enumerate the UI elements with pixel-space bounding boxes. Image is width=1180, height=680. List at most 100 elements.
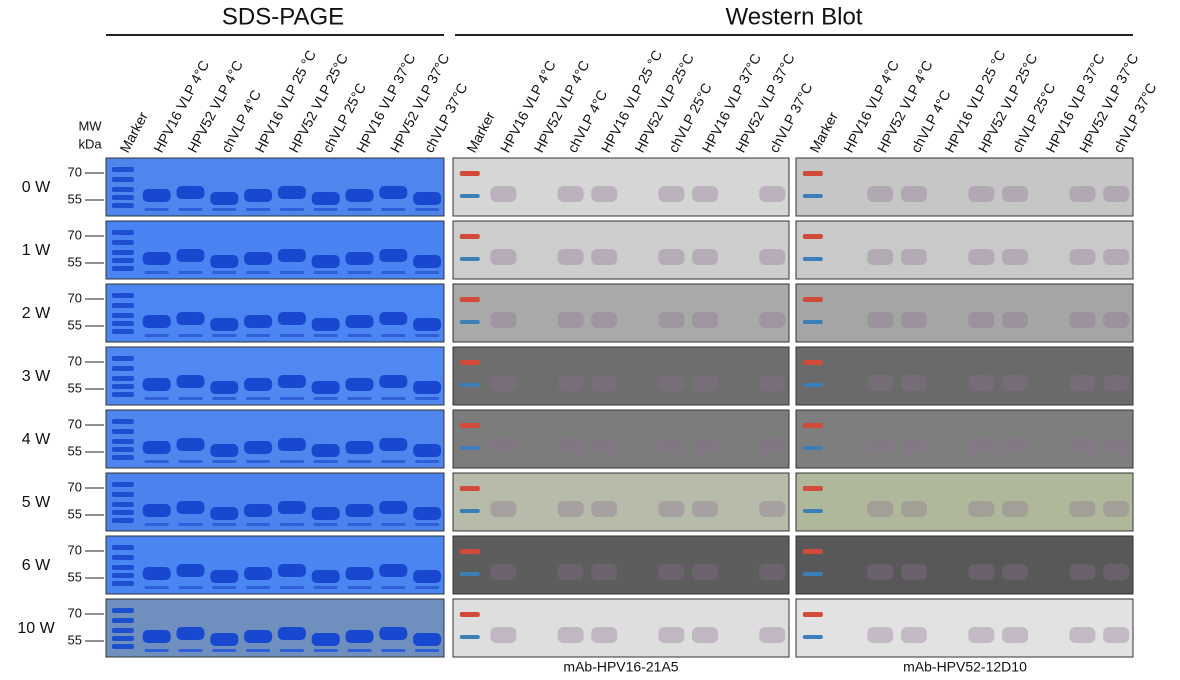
minor-band	[415, 586, 439, 589]
protein-band	[143, 189, 171, 202]
minor-band	[348, 334, 372, 337]
blot-band	[692, 186, 718, 202]
minor-band	[348, 208, 372, 211]
blot-band	[591, 564, 617, 580]
marker-band	[460, 572, 480, 576]
blot-band	[490, 249, 516, 265]
protein-band	[413, 255, 441, 268]
protein-band	[379, 438, 407, 451]
minor-band	[415, 271, 439, 274]
protein-band	[210, 444, 238, 457]
minor-band	[314, 649, 338, 652]
blot-band	[759, 501, 785, 517]
protein-band	[177, 186, 205, 199]
protein-band	[210, 192, 238, 205]
minor-band	[381, 586, 405, 589]
protein-band	[312, 633, 340, 646]
minor-band	[212, 586, 236, 589]
minor-band	[246, 334, 270, 337]
protein-band	[379, 627, 407, 640]
marker-band	[803, 572, 823, 576]
blot-band	[1103, 312, 1129, 328]
marker-band	[460, 171, 480, 176]
blot-band	[558, 501, 584, 517]
protein-band	[177, 627, 205, 640]
protein-band	[143, 252, 171, 265]
protein-band	[244, 378, 272, 391]
blot-band	[867, 501, 893, 517]
blot-band	[867, 186, 893, 202]
minor-band	[415, 208, 439, 211]
marker-band	[112, 565, 134, 570]
protein-band	[312, 318, 340, 331]
blot-band	[490, 312, 516, 328]
mw-marker: 55	[68, 506, 82, 521]
protein-band	[278, 249, 306, 262]
marker-band	[460, 320, 480, 324]
marker-band	[803, 320, 823, 324]
blot-band	[901, 249, 927, 265]
blot-band	[867, 312, 893, 328]
blot-band	[901, 564, 927, 580]
protein-band	[346, 252, 374, 265]
mw-unit: kDa	[78, 136, 102, 151]
mw-marker: 55	[68, 569, 82, 584]
marker-band	[112, 492, 134, 497]
lane-label: Marker	[463, 109, 498, 155]
marker-band	[112, 195, 134, 200]
antibody-caption: mAb-HPV16-21A5	[563, 659, 678, 675]
protein-band	[143, 630, 171, 643]
marker-band	[112, 502, 134, 507]
mw-marker: 70	[68, 416, 82, 431]
blot-band	[591, 312, 617, 328]
marker-band	[112, 329, 134, 334]
blot-band	[968, 249, 994, 265]
figure: SDS-PAGE Western Blot MW kDa mAb-HPV16-2…	[0, 0, 1180, 680]
blot-band	[968, 312, 994, 328]
marker-band	[460, 509, 480, 513]
blot-band	[968, 186, 994, 202]
blot-band	[759, 312, 785, 328]
protein-band	[244, 630, 272, 643]
minor-band	[212, 649, 236, 652]
blot-band	[692, 438, 718, 454]
blot-band	[490, 627, 516, 643]
lane-label: HPV16 VLP 25 °C	[252, 47, 319, 155]
marker-band	[112, 555, 134, 560]
protein-band	[346, 504, 374, 517]
minor-band	[381, 649, 405, 652]
blot-band	[490, 186, 516, 202]
marker-band	[112, 636, 134, 641]
blot-band	[1002, 627, 1028, 643]
protein-band	[177, 501, 205, 514]
marker-band	[112, 482, 134, 487]
marker-band	[112, 313, 134, 318]
blot-band	[591, 249, 617, 265]
blot-band	[558, 564, 584, 580]
blot-band	[1002, 312, 1028, 328]
minor-band	[348, 460, 372, 463]
blot-band	[558, 249, 584, 265]
protein-band	[143, 567, 171, 580]
marker-band	[803, 612, 823, 617]
blot-band	[1069, 564, 1095, 580]
protein-band	[278, 501, 306, 514]
blot-band	[1069, 312, 1095, 328]
protein-band	[413, 318, 441, 331]
marker-band	[112, 266, 134, 271]
lane-label: Marker	[116, 109, 151, 155]
protein-band	[210, 507, 238, 520]
blot-band	[1103, 249, 1129, 265]
mw-marker: 55	[68, 632, 82, 647]
minor-band	[179, 586, 203, 589]
protein-band	[346, 315, 374, 328]
marker-band	[460, 257, 480, 261]
minor-band	[179, 271, 203, 274]
mw-marker: 70	[68, 290, 82, 305]
blot-band	[490, 501, 516, 517]
minor-band	[314, 271, 338, 274]
protein-band	[244, 252, 272, 265]
row-label: 10 W	[17, 620, 55, 637]
protein-band	[210, 255, 238, 268]
minor-band	[212, 397, 236, 400]
